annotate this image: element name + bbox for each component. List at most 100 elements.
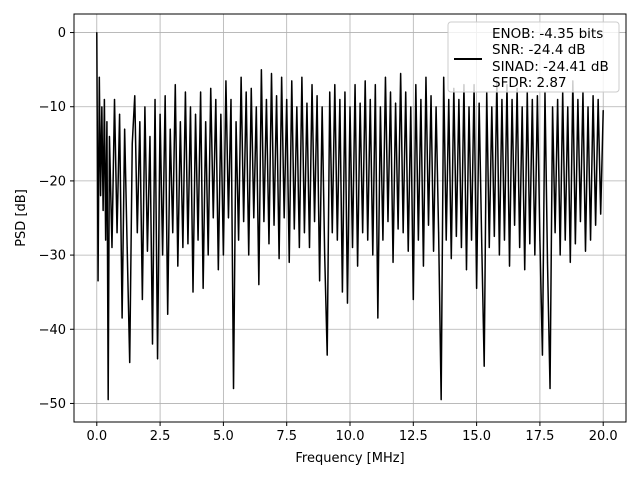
psd-data-point <box>116 232 118 234</box>
psd-data-point <box>602 109 604 112</box>
psd-data-point <box>222 254 224 256</box>
psd-data-point <box>554 232 556 234</box>
psd-data-point <box>250 87 252 89</box>
psd-data-point <box>387 221 389 223</box>
psd-data-point <box>519 247 521 249</box>
psd-data-point <box>189 106 192 108</box>
psd-data-point <box>503 239 506 241</box>
psd-data-point <box>283 217 285 219</box>
psd-data-point <box>296 106 298 108</box>
psd-data-point <box>415 83 417 86</box>
psd-data-point <box>346 302 349 304</box>
psd-data-point <box>577 98 579 100</box>
x-tick-label: 15.0 <box>462 429 491 444</box>
psd-data-point <box>141 299 143 301</box>
psd-data-point <box>286 98 288 100</box>
psd-data-point <box>349 106 351 108</box>
psd-data-point <box>326 354 328 356</box>
x-axis-label: Frequency [MHz] <box>295 451 404 466</box>
psd-data-point <box>377 317 379 319</box>
psd-data-point <box>410 106 412 108</box>
psd-data-point <box>584 250 587 252</box>
x-tick-label: 17.5 <box>525 429 554 444</box>
psd-data-point <box>508 265 511 267</box>
psd-data-point <box>405 91 407 93</box>
psd-data-point <box>420 98 422 100</box>
psd-data-point <box>215 98 217 100</box>
legend-entry-enob: ENOB: -4.35 bits <box>492 26 603 42</box>
psd-data-point <box>559 254 561 256</box>
x-tick-label: 0.0 <box>86 429 107 444</box>
legend-entry-sinad: SINAD: -24.41 dB <box>492 59 609 75</box>
psd-data-point <box>106 120 108 123</box>
psd-data-point <box>146 250 149 252</box>
psd-data-point <box>592 95 594 97</box>
psd-data-point <box>129 362 131 364</box>
psd-data-point <box>118 113 121 115</box>
y-tick-label: 0 <box>58 26 66 41</box>
psd-data-point <box>291 80 293 82</box>
psd-data-point <box>260 69 262 71</box>
psd-data-point <box>200 91 202 93</box>
psd-data-point <box>351 247 354 249</box>
psd-data-point <box>303 232 306 234</box>
psd-data-point <box>321 106 323 108</box>
psd-data-point <box>478 102 480 104</box>
psd-data-point <box>288 261 290 264</box>
x-tick-label: 7.5 <box>276 429 297 444</box>
psd-data-point <box>430 95 432 97</box>
x-tick-label: 20.0 <box>589 429 618 444</box>
psd-data-point <box>341 291 343 293</box>
psd-data-point <box>255 106 257 108</box>
psd-data-point <box>445 239 447 241</box>
legend-box <box>447 21 620 93</box>
psd-data-point <box>108 135 111 137</box>
psd-data-point <box>99 195 102 197</box>
psd-data-point <box>210 87 212 89</box>
psd-data-point <box>131 143 133 145</box>
psd-data-point <box>308 247 311 249</box>
psd-data-point <box>139 120 141 123</box>
legend: ENOB: -4.35 bits SNR: -24.4 dB SINAD: -2… <box>447 21 620 93</box>
psd-data-point <box>151 343 154 345</box>
psd-data-point <box>564 239 566 241</box>
psd-data-point <box>460 247 463 249</box>
psd-data-point <box>107 399 109 401</box>
psd-data-point <box>546 261 549 264</box>
psd-data-point <box>534 254 536 256</box>
psd-series-line <box>96 32 604 400</box>
psd-data-point <box>579 221 582 223</box>
psd-data-point <box>476 287 478 290</box>
psd-data-point <box>529 243 531 245</box>
psd-data-point <box>513 224 516 227</box>
psd-data-point <box>197 239 199 241</box>
psd-data-point <box>362 232 364 234</box>
psd-data-point <box>427 224 430 227</box>
psd-data-point <box>220 113 222 115</box>
psd-data-point <box>177 265 179 267</box>
psd-data-point <box>394 102 397 104</box>
psd-data-point <box>182 247 184 249</box>
psd-data-point <box>156 358 159 360</box>
psd-data-point <box>187 243 189 245</box>
psd-data-point <box>470 239 473 241</box>
psd-data-point <box>98 76 100 78</box>
psd-data-point <box>124 128 126 130</box>
y-tick-label: −40 <box>39 323 66 338</box>
psd-data-point <box>359 102 361 104</box>
psd-data-point <box>248 254 250 256</box>
psd-data-point <box>551 106 554 108</box>
psd-data-point <box>549 388 551 390</box>
psd-data-point <box>169 128 171 130</box>
psd-data-point <box>448 98 450 100</box>
psd-data-point <box>331 232 333 234</box>
psd-data-point <box>354 83 356 86</box>
psd-data-point <box>225 80 227 82</box>
psd-data-point <box>536 95 538 97</box>
psd-data-point <box>111 247 113 249</box>
psd-data-point <box>364 80 366 82</box>
psd-data-point <box>458 98 460 100</box>
psd-data-point <box>498 254 500 256</box>
psd-data-point <box>217 269 219 271</box>
